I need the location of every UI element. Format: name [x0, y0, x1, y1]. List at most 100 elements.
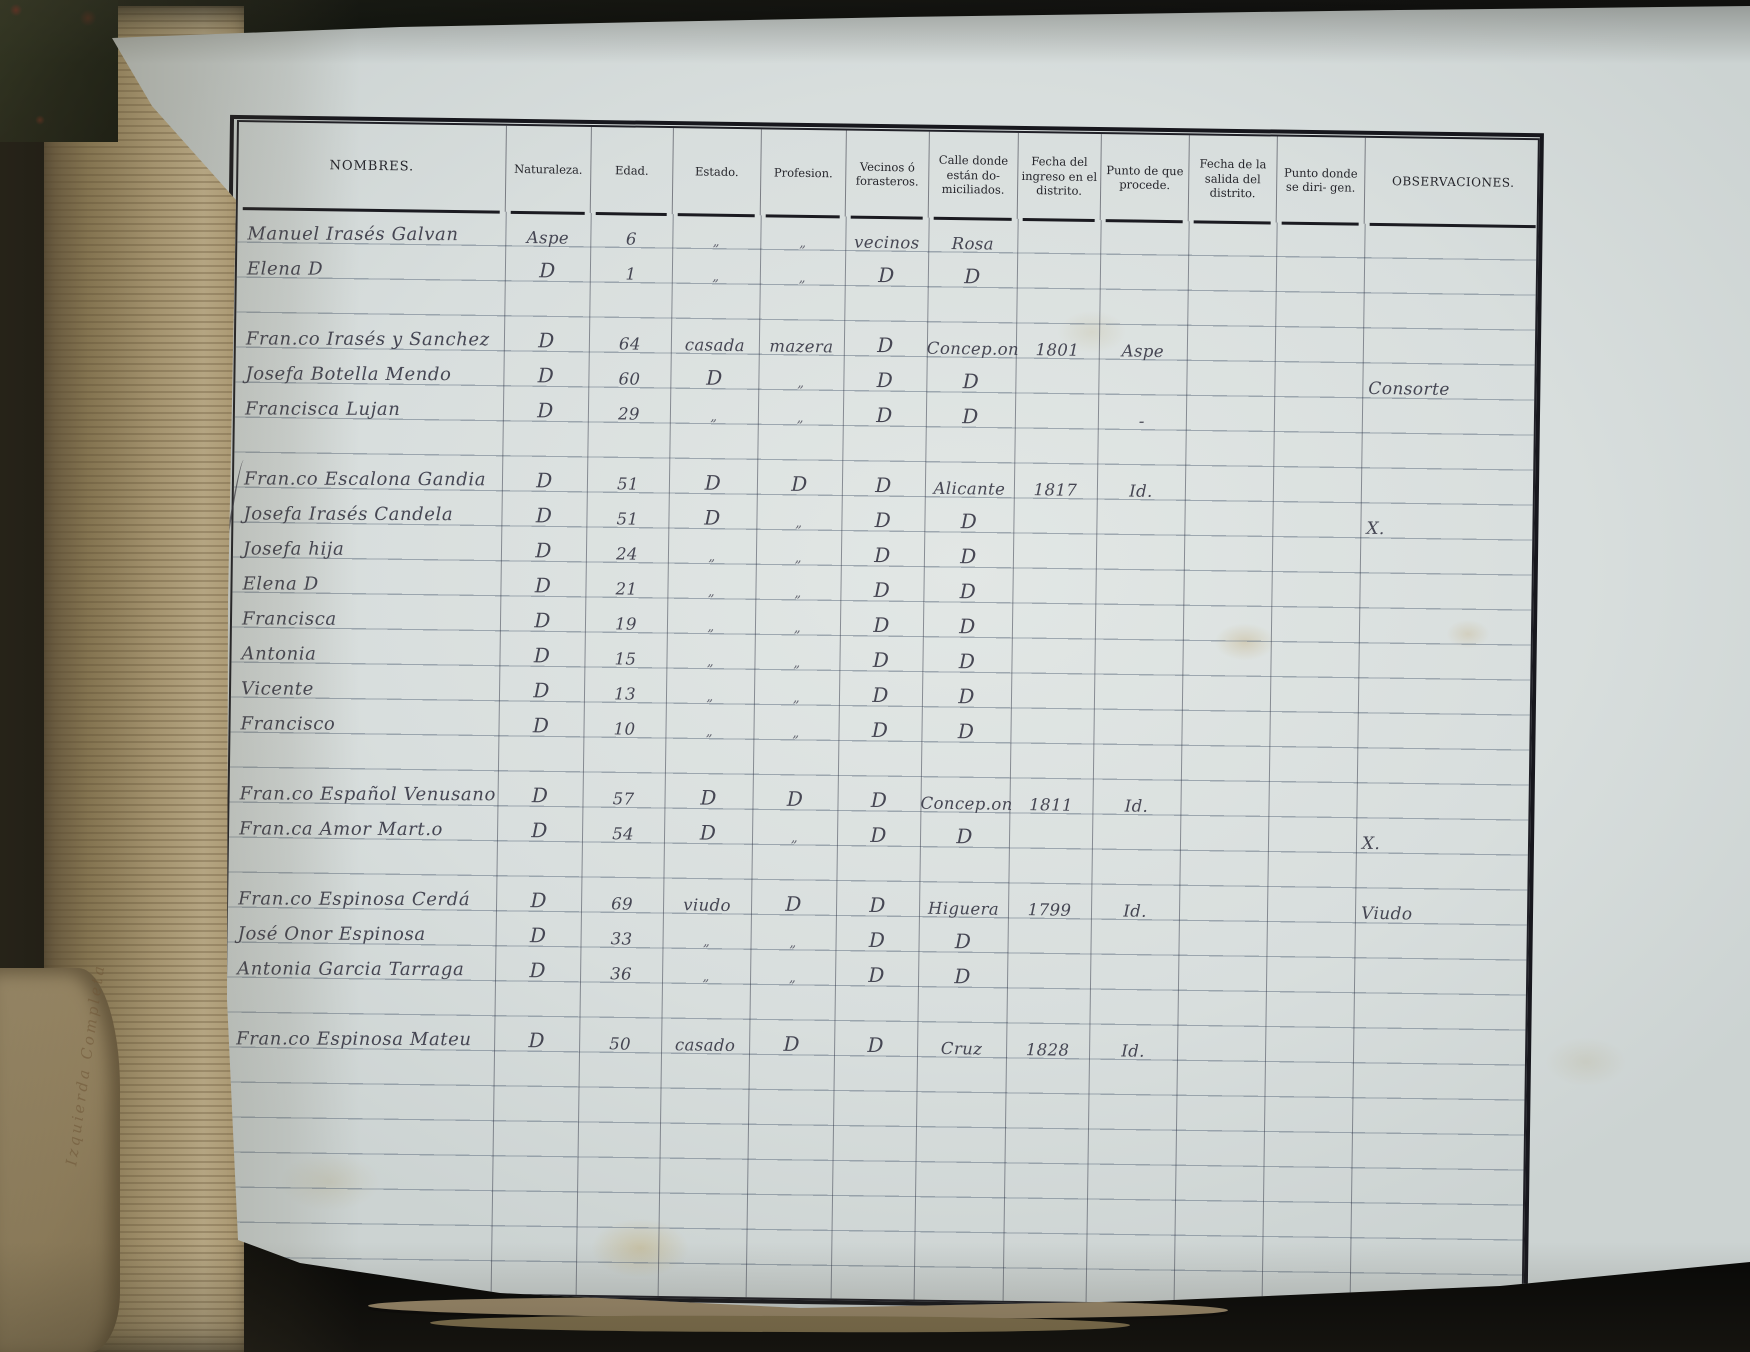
cell-profesion: „	[795, 515, 803, 531]
cell-name: Francisca Lujan	[244, 398, 401, 421]
cell-edad: 36	[610, 964, 633, 984]
cell-profesion: „	[799, 235, 807, 251]
cell-calle: D	[960, 509, 978, 534]
cell-naturaleza: D	[538, 328, 555, 353]
cell-vecinos: D	[872, 682, 889, 708]
cell-estado: „	[702, 934, 711, 950]
cell-vecinos: D	[873, 577, 891, 603]
cell-fecha_ingreso: 1801	[1035, 340, 1080, 360]
header-estado: Estado.	[672, 128, 762, 216]
cell-vecinos: D	[872, 647, 890, 673]
cell-observaciones: X.	[1366, 518, 1385, 540]
cell-naturaleza: D	[531, 818, 548, 843]
cell-name: Elena D	[242, 573, 319, 595]
cell-name: Antonia	[241, 643, 317, 665]
cell-calle: D	[962, 404, 979, 429]
header-fecha_salida: Fecha de la salida del distrito.	[1188, 135, 1278, 223]
cell-edad: 69	[611, 894, 634, 914]
cell-naturaleza: D	[539, 258, 556, 283]
cell-vecinos: D	[874, 507, 892, 533]
cell-calle: D	[959, 614, 976, 639]
cell-profesion: „	[789, 935, 797, 951]
cell-vecinos: D	[874, 542, 891, 568]
cell-observaciones: Consorte	[1368, 378, 1450, 400]
cell-vecinos: D	[868, 927, 886, 953]
table-tilt-wrapper: NOMBRES. Naturaleza. Edad. Estado. Profesion…	[174, 120, 1542, 1308]
cell-naturaleza: D	[534, 608, 551, 633]
cell-naturaleza: D	[537, 398, 554, 423]
cell-calle: D	[957, 719, 975, 744]
cell-vecinos: vecinos	[854, 232, 920, 253]
cell-calle: Concep.on	[920, 793, 1013, 814]
cell-name: Manuel Irasés Galvan	[247, 223, 459, 246]
cell-naturaleza: D	[536, 468, 553, 493]
cell-vecinos: D	[867, 1032, 885, 1058]
cell-punto_procede: Aspe	[1121, 341, 1165, 361]
cell-estado: D	[704, 505, 721, 530]
cell-calle: D	[954, 929, 972, 954]
cell-profesion: D	[783, 1031, 801, 1056]
cell-punto_procede: Id.	[1124, 796, 1149, 816]
cell-calle: D	[959, 579, 977, 604]
cell-name: Fran.co Escalona Gandia	[243, 468, 487, 491]
cell-vecinos: D	[868, 962, 886, 988]
cell-profesion: „	[796, 410, 805, 426]
cell-calle: Higuera	[927, 898, 1000, 919]
cell-edad: 60	[618, 369, 641, 389]
cell-edad: 10	[613, 719, 636, 739]
cell-profesion: „	[793, 655, 801, 671]
cell-profesion: „	[792, 690, 801, 706]
cell-fecha_ingreso: 1811	[1029, 795, 1073, 815]
cell-punto_procede: Id.	[1129, 481, 1153, 501]
census-table: NOMBRES. Naturaleza. Edad. Estado. Profesion…	[220, 120, 1542, 1308]
cell-vecinos: D	[878, 262, 895, 288]
cell-estado: D	[704, 470, 722, 495]
cell-profesion: „	[793, 620, 802, 636]
header-fecha_ingreso: Fecha del ingreso en el distrito.	[1017, 132, 1102, 221]
cell-estado: D	[699, 820, 717, 845]
cell-calle: Alicante	[933, 478, 1006, 499]
header-naturaleza: Naturaleza.	[505, 125, 592, 213]
cell-calle: D	[962, 369, 980, 394]
cell-calle: D	[954, 964, 972, 989]
cell-estado: „	[707, 584, 716, 600]
cell-vecinos: D	[877, 332, 894, 358]
cell-naturaleza: D	[533, 678, 550, 703]
cell-edad: 51	[616, 509, 639, 529]
cell-estado: D	[700, 785, 717, 810]
cell-calle: Concep.on	[926, 338, 1020, 359]
cell-edad: 54	[612, 824, 635, 844]
cell-naturaleza: D	[529, 923, 547, 948]
cell-vecinos: D	[869, 892, 886, 918]
cell-name: Josefa Botella Mendo	[245, 363, 452, 386]
cell-name: Fran.co Espinosa Mateu	[236, 1028, 472, 1051]
cell-edad: 33	[610, 929, 633, 949]
cell-estado: „	[706, 654, 715, 670]
header-punto_dirigen: Punto donde se diri- gen.	[1276, 136, 1366, 224]
cell-vecinos: D	[870, 822, 887, 848]
cell-estado: D	[706, 365, 723, 390]
cell-edad: 1	[625, 264, 637, 284]
cell-estado: „	[708, 549, 716, 565]
cell-vecinos: D	[870, 787, 888, 813]
cell-profesion: mazera	[769, 336, 834, 357]
cell-estado: „	[710, 409, 718, 425]
cell-punto_procede: Id.	[1121, 1041, 1145, 1061]
cell-edad: 64	[618, 334, 641, 354]
cell-edad: 6	[625, 229, 637, 249]
cell-naturaleza: D	[535, 538, 552, 563]
cell-calle: D	[964, 264, 981, 289]
header-observaciones: OBSERVACIONES.	[1365, 138, 1542, 226]
cell-estado: „	[707, 619, 715, 635]
cell-name: Fran.co Español Venusano	[239, 783, 496, 806]
cell-profesion: D	[785, 891, 802, 916]
cell-edad: 29	[617, 404, 640, 424]
cell-estado: „	[706, 689, 714, 705]
cell-vecinos: D	[871, 717, 889, 743]
cell-calle: Cruz	[940, 1038, 983, 1059]
cell-name: Antonia Garcia Tarraga	[237, 958, 465, 981]
cell-naturaleza: D	[528, 1028, 546, 1053]
cell-estado: „	[712, 269, 720, 285]
cell-profesion: „	[790, 830, 799, 846]
header-edad: Edad.	[590, 126, 674, 215]
